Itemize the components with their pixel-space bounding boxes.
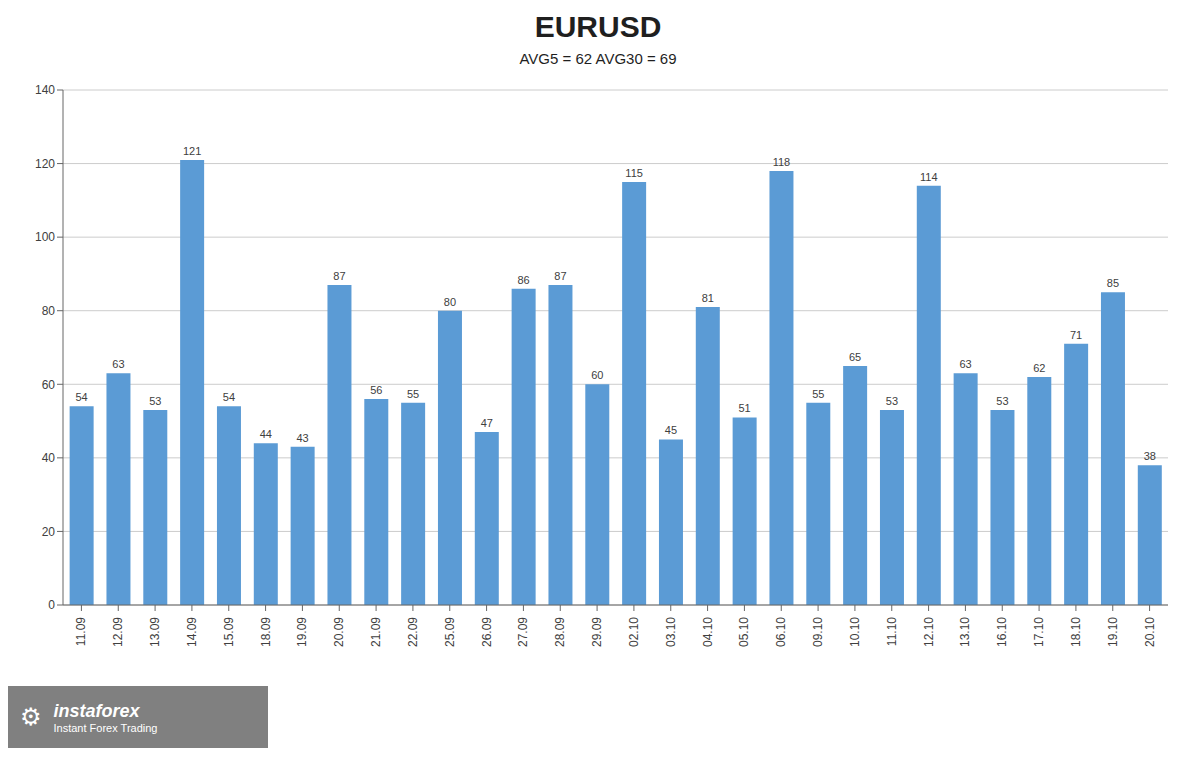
svg-text:120: 120 [35,157,55,171]
svg-text:65: 65 [849,351,861,363]
svg-text:10.10: 10.10 [848,617,862,647]
svg-text:13.09: 13.09 [148,617,162,647]
svg-text:53: 53 [996,395,1008,407]
svg-text:06.10: 06.10 [774,617,788,647]
svg-text:29.09: 29.09 [590,617,604,647]
svg-text:18.10: 18.10 [1069,617,1083,647]
svg-text:15.09: 15.09 [222,617,236,647]
svg-text:51: 51 [739,402,751,414]
svg-text:86: 86 [518,274,530,286]
svg-text:60: 60 [42,378,56,392]
svg-text:19.09: 19.09 [295,617,309,647]
svg-text:09.10: 09.10 [811,617,825,647]
svg-text:115: 115 [625,167,643,179]
svg-text:87: 87 [333,270,345,282]
svg-text:16.10: 16.10 [995,617,1009,647]
svg-text:80: 80 [42,304,56,318]
svg-text:85: 85 [1107,277,1119,289]
svg-text:0: 0 [48,598,55,612]
svg-text:11.09: 11.09 [74,617,88,646]
svg-text:53: 53 [886,395,898,407]
svg-text:55: 55 [812,388,824,400]
svg-text:12.10: 12.10 [922,617,936,647]
svg-text:44: 44 [260,428,272,440]
svg-text:55: 55 [407,388,419,400]
svg-text:20: 20 [42,525,56,539]
svg-text:04.10: 04.10 [701,617,715,647]
svg-text:54: 54 [76,391,88,403]
svg-text:60: 60 [591,369,603,381]
svg-text:63: 63 [960,358,972,370]
svg-text:56: 56 [370,384,382,396]
svg-text:14.09: 14.09 [185,617,199,647]
svg-text:05.10: 05.10 [737,617,751,647]
svg-text:20.09: 20.09 [332,617,346,647]
svg-text:27.09: 27.09 [516,617,530,647]
svg-text:18.09: 18.09 [259,617,273,647]
svg-text:38: 38 [1144,450,1156,462]
svg-text:02.10: 02.10 [627,617,641,647]
html-text:Instant Forex Trading: Instant Forex Trading [53,721,158,734]
svg-text:17.10: 17.10 [1032,617,1046,647]
svg-text:12.09: 12.09 [111,617,125,647]
svg-text:63: 63 [112,358,124,370]
svg-text:54: 54 [223,391,235,403]
svg-text:03.10: 03.10 [664,617,678,647]
svg-text:45: 45 [665,424,677,436]
svg-text:81: 81 [702,292,714,304]
svg-text:19.10: 19.10 [1106,617,1120,647]
svg-text:20.10: 20.10 [1143,617,1157,647]
html-text:EURUSD: EURUSD [534,10,662,43]
svg-text:118: 118 [773,156,791,168]
svg-text:87: 87 [554,270,566,282]
svg-text:40: 40 [42,451,56,465]
svg-text:62: 62 [1033,362,1045,374]
svg-text:71: 71 [1070,329,1082,341]
svg-text:28.09: 28.09 [553,617,567,647]
svg-text:25.09: 25.09 [443,617,457,647]
svg-text:80: 80 [444,296,456,308]
svg-text:11.10: 11.10 [885,617,899,646]
html-text:AVG5 = 62 AVG30 = 69: AVG5 = 62 AVG30 = 69 [519,50,677,67]
svg-text:13.10: 13.10 [958,617,972,647]
svg-text:47: 47 [481,417,493,429]
svg-text:121: 121 [183,145,201,157]
html-text:instaforex: instaforex [53,700,140,721]
svg-text:26.09: 26.09 [480,617,494,647]
svg-text:114: 114 [920,171,938,183]
svg-text:21.09: 21.09 [369,617,383,647]
svg-text:100: 100 [35,230,55,244]
svg-text:53: 53 [149,395,161,407]
svg-text:140: 140 [35,83,55,97]
svg-text:43: 43 [297,432,309,444]
svg-text:22.09: 22.09 [406,617,420,647]
